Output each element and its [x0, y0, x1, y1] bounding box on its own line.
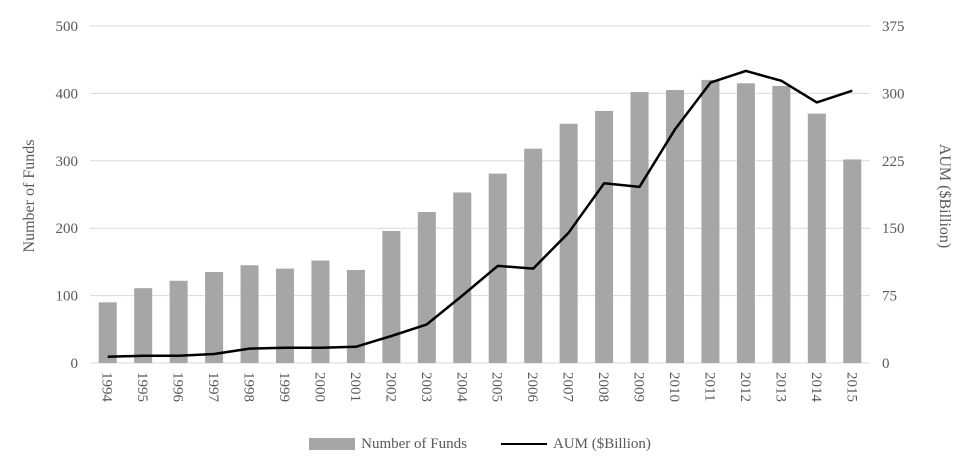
x-tick-label: 2006 [524, 372, 540, 403]
right-axis-ticks: 0 75 150 225 300 375 [882, 19, 905, 372]
bar [276, 268, 294, 363]
left-tick-label: 200 [56, 221, 79, 237]
legend-label-aum: AUM ($Billion) [552, 435, 651, 452]
bar [346, 269, 365, 363]
aum-line-path [107, 69, 853, 358]
bar [559, 123, 578, 363]
bar [205, 272, 224, 363]
x-tick-label: 2012 [737, 372, 753, 402]
x-tick-label: 2014 [808, 372, 824, 403]
x-tick-label: 1994 [99, 372, 115, 403]
right-tick-label: 225 [882, 154, 905, 170]
legend-bar-swatch [309, 438, 356, 450]
bar [843, 159, 862, 363]
bar [311, 260, 330, 363]
x-tick-label: 2011 [701, 372, 717, 401]
bar [488, 173, 507, 363]
bar [736, 83, 755, 363]
right-tick-label: 300 [882, 86, 905, 102]
right-tick-label: 150 [882, 221, 905, 237]
x-tick-label: 1999 [276, 372, 292, 402]
x-tick-label: 2000 [311, 372, 327, 402]
x-tick-label: 2010 [666, 372, 682, 402]
left-tick-label: 0 [71, 356, 79, 372]
x-tick-label: 2015 [843, 372, 859, 402]
x-tick-label: 2009 [631, 372, 647, 402]
bar [98, 302, 117, 363]
bar [630, 92, 649, 363]
x-tick-label: 2001 [347, 372, 363, 402]
legend-item-aum: AUM ($Billion) [500, 435, 651, 453]
right-tick-label: 75 [882, 289, 897, 305]
bar [134, 288, 153, 363]
right-tick-label: 0 [882, 356, 890, 372]
left-tick-label: 300 [56, 154, 79, 170]
aum-line [107, 69, 853, 358]
x-tick-label: 2008 [595, 372, 611, 402]
x-tick-label: 2004 [453, 372, 469, 403]
left-axis-label: Number of Funds [21, 140, 38, 253]
left-tick-label: 400 [56, 86, 79, 102]
bar [417, 212, 436, 363]
bar [807, 113, 826, 364]
bar [701, 79, 720, 364]
bar [595, 110, 614, 363]
x-tick-label: 2013 [772, 372, 788, 402]
bar [666, 90, 684, 363]
bar [524, 148, 543, 363]
bar [772, 85, 791, 364]
bars [98, 79, 862, 364]
right-tick-label: 375 [882, 19, 905, 35]
left-tick-label: 100 [56, 289, 79, 305]
x-tick-label: 2007 [560, 372, 576, 403]
x-tick-label: 1996 [170, 372, 186, 403]
legend: Number of Funds AUM ($Billion) [0, 432, 960, 456]
x-tick-label: 2003 [418, 372, 434, 402]
bar [382, 230, 401, 363]
x-tick-label: 1998 [241, 372, 257, 402]
x-tick-label: 2005 [489, 372, 505, 402]
x-tick-label: 2002 [382, 372, 398, 402]
x-tick-label: 1995 [134, 372, 150, 402]
left-axis-ticks: 0 100 200 300 400 500 [56, 19, 79, 372]
legend-label-funds: Number of Funds [361, 435, 467, 452]
bar [240, 265, 259, 363]
right-axis-label: AUM ($Billion) [936, 144, 953, 248]
x-tick-label: 1997 [205, 372, 221, 403]
x-axis-ticks: 1994 1995 1996 1997 1998 1999 2000 2001 2002 2003… [99, 372, 860, 403]
left-tick-label: 500 [56, 19, 79, 35]
legend-line-swatch [500, 443, 547, 445]
bar [169, 280, 188, 363]
bar [453, 192, 472, 363]
legend-item-funds: Number of Funds [309, 436, 467, 453]
